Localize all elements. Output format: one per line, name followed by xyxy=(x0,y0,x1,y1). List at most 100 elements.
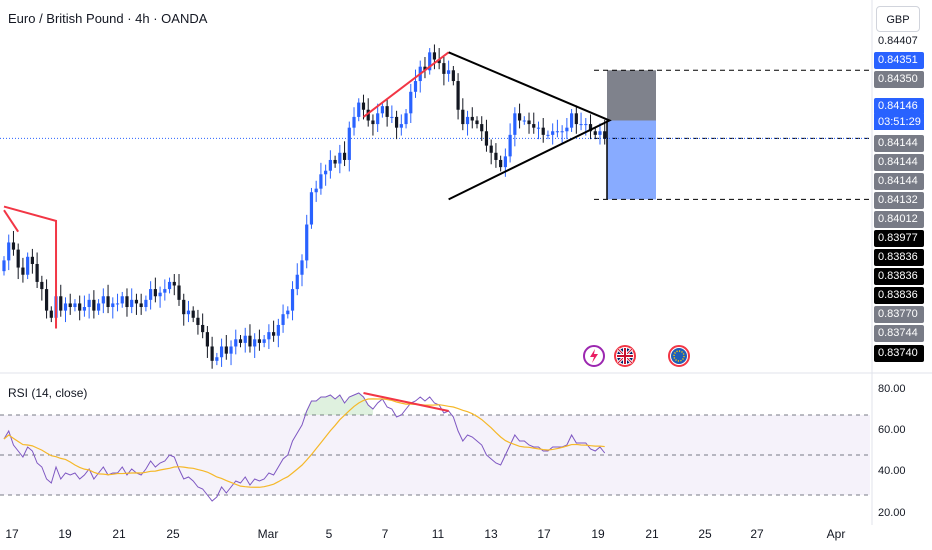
candle xyxy=(7,234,11,271)
candle xyxy=(97,299,101,315)
candle-body xyxy=(503,156,507,168)
candle-body xyxy=(163,289,167,293)
candle-body xyxy=(465,116,470,125)
bar-countdown: 03:51:29 xyxy=(874,114,924,130)
candle xyxy=(49,306,53,323)
candle-body xyxy=(158,292,162,297)
candle xyxy=(532,112,536,134)
candle xyxy=(286,306,290,319)
candle-body xyxy=(125,296,129,308)
candle xyxy=(201,313,205,339)
candle-body xyxy=(177,285,181,300)
candle-body xyxy=(451,70,455,82)
candle-body xyxy=(432,52,437,60)
candle xyxy=(63,297,68,323)
candle xyxy=(78,295,82,321)
candle-body xyxy=(30,256,34,264)
time-tick: 25 xyxy=(166,527,180,541)
candle-body xyxy=(205,332,209,347)
time-tick: 19 xyxy=(58,527,72,541)
candle-body xyxy=(7,242,11,261)
candle-body xyxy=(40,281,44,290)
candle-body xyxy=(92,299,96,311)
candle-body xyxy=(404,113,408,125)
uk-flag-icon[interactable] xyxy=(614,345,636,367)
candle xyxy=(418,60,422,93)
candle-body xyxy=(286,310,290,315)
red-trend-line-top xyxy=(362,51,450,118)
candle xyxy=(30,248,34,274)
candle xyxy=(560,125,564,143)
candle-body xyxy=(300,260,304,275)
candle xyxy=(163,279,167,301)
candle-body xyxy=(527,120,531,125)
candle-body xyxy=(314,188,318,193)
price-label: 0.84351 xyxy=(874,52,924,69)
candle xyxy=(234,329,238,355)
time-tick: 5 xyxy=(325,527,333,541)
candle-body xyxy=(134,299,139,304)
candle-body xyxy=(182,299,186,315)
candle xyxy=(267,324,271,349)
candle-body xyxy=(409,91,413,114)
candle xyxy=(253,333,257,358)
candle xyxy=(44,279,49,319)
candle-body xyxy=(238,339,243,343)
candle-body xyxy=(153,289,157,297)
candle xyxy=(470,107,474,129)
candle-body xyxy=(484,131,489,146)
candle xyxy=(243,327,247,353)
candle xyxy=(21,257,25,283)
candle-body xyxy=(106,296,110,308)
currency-button[interactable]: GBP xyxy=(876,6,920,32)
candle-body xyxy=(560,131,564,133)
price-label: 0.83977 xyxy=(874,230,924,247)
candle xyxy=(546,130,550,140)
candle-body xyxy=(26,256,30,275)
candle xyxy=(579,112,583,131)
candle-body xyxy=(63,303,68,311)
time-tick: 27 xyxy=(750,527,764,541)
candle-body xyxy=(215,357,219,361)
candle xyxy=(461,98,465,131)
rsi-legend[interactable]: RSI (14, close) xyxy=(8,386,88,400)
candle-body xyxy=(49,310,53,318)
candle-body xyxy=(191,310,195,318)
candle xyxy=(423,57,427,79)
candle-body xyxy=(210,346,214,361)
symbol-title[interactable]: Euro / British Pound · 4h · OANDA xyxy=(8,11,208,26)
candle-body xyxy=(447,70,451,74)
candle xyxy=(59,284,63,317)
candle xyxy=(40,275,44,301)
candle xyxy=(570,109,574,132)
lightning-icon[interactable] xyxy=(583,345,605,367)
candle xyxy=(153,277,157,303)
candle xyxy=(305,214,309,269)
candle-body xyxy=(267,332,271,340)
candle-body xyxy=(480,124,484,132)
candle xyxy=(295,263,299,296)
rsi-line xyxy=(3,392,606,502)
candle xyxy=(352,107,356,136)
candle-body xyxy=(489,145,493,153)
candle xyxy=(380,101,384,118)
price-label: 0.83836 xyxy=(874,268,924,285)
candle xyxy=(328,150,332,179)
candle-body xyxy=(73,303,77,308)
candle-body xyxy=(371,120,375,125)
candle xyxy=(484,119,489,152)
candle xyxy=(196,309,200,335)
time-tick: 7 xyxy=(381,527,389,541)
candle xyxy=(371,114,375,136)
candle-body xyxy=(428,52,432,71)
candle xyxy=(404,109,408,129)
drawings xyxy=(3,51,612,329)
candle-body xyxy=(470,116,474,121)
eu-flag-icon[interactable] xyxy=(668,345,690,367)
candle xyxy=(276,318,280,348)
candle xyxy=(290,281,295,321)
candle-body xyxy=(21,267,25,275)
candle-body xyxy=(78,303,82,311)
candle xyxy=(219,338,224,367)
